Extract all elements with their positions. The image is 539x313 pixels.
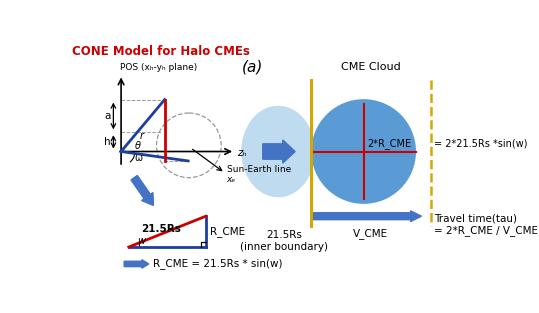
Text: POS (xₕ-yₕ plane): POS (xₕ-yₕ plane) [120, 63, 197, 72]
FancyArrow shape [131, 176, 154, 205]
Text: 21.5Rs
(inner boundary): 21.5Rs (inner boundary) [240, 230, 328, 253]
Text: R_CME = 21.5Rs * sin(w): R_CME = 21.5Rs * sin(w) [154, 259, 283, 269]
Text: CONE Model for Halo CMEs: CONE Model for Halo CMEs [72, 45, 250, 58]
Text: h: h [104, 137, 110, 147]
Text: a: a [104, 111, 110, 121]
Text: Travel time(tau)
= 2*R_CME / V_CME: Travel time(tau) = 2*R_CME / V_CME [434, 213, 538, 236]
Text: r: r [140, 131, 144, 141]
Text: xₑ: xₑ [226, 175, 236, 184]
Text: Sun-Earth line: Sun-Earth line [227, 165, 292, 174]
Text: w: w [137, 236, 145, 246]
FancyArrow shape [262, 140, 295, 163]
Text: 21.5Rs: 21.5Rs [141, 223, 181, 233]
Text: CME Cloud: CME Cloud [341, 62, 400, 72]
Text: = 2*21.5Rs *sin(w): = 2*21.5Rs *sin(w) [434, 139, 528, 149]
Ellipse shape [241, 106, 315, 197]
Text: R_CME: R_CME [210, 226, 245, 237]
Text: V_CME: V_CME [354, 228, 389, 239]
FancyArrow shape [312, 211, 421, 222]
Text: 2*R_CME: 2*R_CME [368, 138, 412, 149]
FancyArrow shape [124, 260, 149, 268]
Text: θ: θ [135, 141, 141, 151]
Ellipse shape [311, 99, 416, 204]
Text: (a): (a) [242, 59, 264, 74]
Text: ω: ω [134, 153, 142, 163]
Text: zₕ: zₕ [237, 148, 246, 158]
